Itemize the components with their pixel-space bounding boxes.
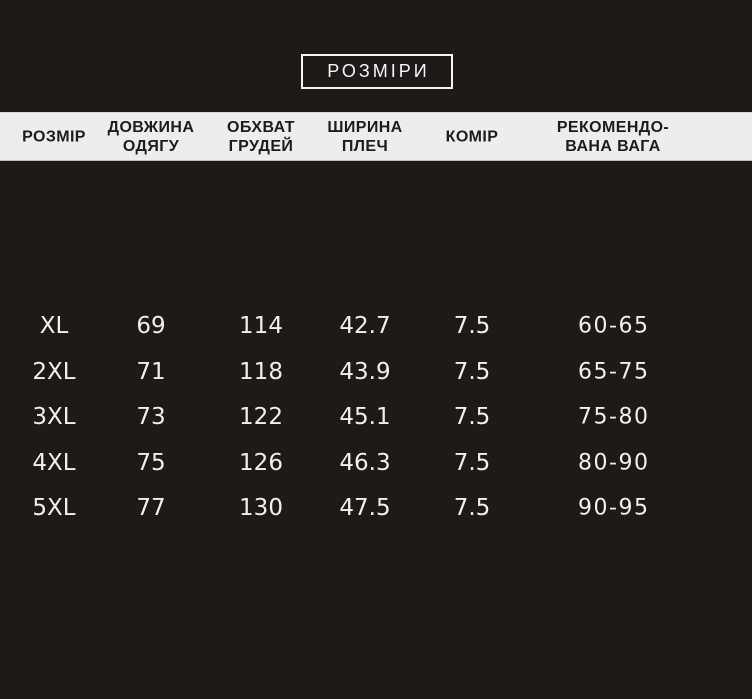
size-chart-title-box: РОЗМІРИ xyxy=(301,54,453,89)
column-header: КОМІР xyxy=(445,128,499,145)
column-header: РЕКОМЕНДО- ВАНА ВАГА xyxy=(556,118,670,155)
table-cell: 90-95 xyxy=(578,495,650,521)
table-cell: 130 xyxy=(239,495,283,521)
column-header: ШИРИНА ПЛЕЧ xyxy=(327,118,403,155)
table-cell: 118 xyxy=(239,359,283,385)
table-cell: 46.3 xyxy=(339,450,391,476)
table-cell: 75 xyxy=(136,450,166,476)
table-cell: 45.1 xyxy=(339,404,391,430)
column-header: РОЗМІР xyxy=(22,128,86,145)
table-cell: 69 xyxy=(136,313,166,339)
table-cell: 7.5 xyxy=(453,450,491,476)
table-cell: 122 xyxy=(239,404,283,430)
table-cell: 7.5 xyxy=(453,359,491,385)
table-cell: 60-65 xyxy=(578,313,650,339)
table-cell: 71 xyxy=(136,359,166,385)
size-label-cell: 5XL xyxy=(32,495,76,521)
table-cell: 126 xyxy=(239,450,283,476)
size-label-cell: XL xyxy=(39,313,69,339)
table-cell: 7.5 xyxy=(453,495,491,521)
table-cell: 75-80 xyxy=(578,404,650,430)
table-cell: 80-90 xyxy=(578,450,650,476)
size-label-cell: 4XL xyxy=(32,450,76,476)
table-cell: 7.5 xyxy=(453,404,491,430)
table-cell: 42.7 xyxy=(339,313,391,339)
table-cell: 73 xyxy=(136,404,166,430)
table-cell: 7.5 xyxy=(453,313,491,339)
table-cell: 65-75 xyxy=(578,359,650,385)
table-cell: 47.5 xyxy=(339,495,391,521)
table-cell: 43.9 xyxy=(339,359,391,385)
table-header-row: РОЗМІР ДОВЖИНА ОДЯГУ ОБХВАТ ГРУДЕЙ ШИРИНА П… xyxy=(0,112,752,161)
size-label-cell: 2XL xyxy=(32,359,76,385)
size-chart-title: РОЗМІРИ xyxy=(327,61,430,81)
table-cell: 114 xyxy=(239,313,283,339)
column-header: ОБХВАТ ГРУДЕЙ xyxy=(227,118,295,155)
size-label-cell: 3XL xyxy=(32,404,76,430)
table-cell: 77 xyxy=(136,495,166,521)
column-header: ДОВЖИНА ОДЯГУ xyxy=(107,118,195,155)
